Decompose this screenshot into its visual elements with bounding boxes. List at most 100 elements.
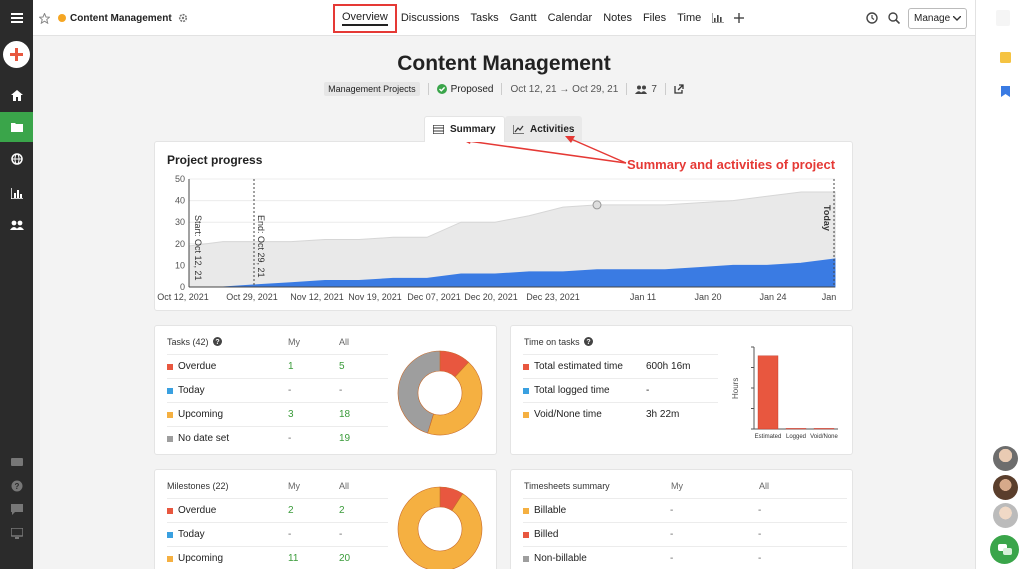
row-label: Upcoming	[178, 409, 224, 420]
row-my[interactable]: -	[288, 385, 292, 396]
clock-icon[interactable]	[866, 0, 878, 36]
people-icon[interactable]	[0, 210, 33, 240]
timesheets-row[interactable]: Non-billable - -	[523, 546, 847, 569]
tab-files[interactable]: Files	[642, 12, 667, 24]
row-label: Overdue	[178, 505, 217, 516]
search-icon[interactable]	[888, 0, 900, 36]
chat-bubble-button[interactable]	[990, 535, 1019, 564]
project-category-badge[interactable]: Management Projects	[324, 82, 420, 96]
team-avatar-2[interactable]	[993, 475, 1018, 500]
bar[interactable]	[757, 355, 779, 430]
projects-folder-icon[interactable]	[0, 112, 33, 142]
help-icon[interactable]: ?	[0, 471, 33, 501]
svg-text:?: ?	[215, 339, 219, 346]
milestones-row[interactable]: Today - -	[167, 522, 388, 546]
row-label: Void/None time	[534, 409, 602, 420]
row-all[interactable]: -	[758, 553, 762, 564]
row-all[interactable]: -	[339, 385, 343, 396]
row-my[interactable]: -	[670, 529, 674, 540]
timesheets-card: Timesheets summary My All Billable - - Bill…	[510, 469, 853, 569]
row-all[interactable]: -	[339, 529, 343, 540]
legend-swatch	[523, 507, 529, 514]
team-avatar-1[interactable]	[993, 446, 1018, 471]
row-my[interactable]: -	[288, 529, 292, 540]
add-tab-plus-icon[interactable]	[734, 13, 745, 23]
tasks-row[interactable]: Upcoming 3 18	[167, 402, 388, 426]
row-my[interactable]: -	[288, 433, 292, 444]
hamburger-menu-icon[interactable]	[0, 3, 33, 33]
row-label: No date set	[178, 433, 230, 444]
bar[interactable]	[785, 428, 807, 430]
x-tick-label: Jan 24	[759, 292, 786, 302]
bookmark-icon[interactable]	[1001, 86, 1010, 100]
timesheets-row[interactable]: Billed - -	[523, 522, 847, 546]
row-label: Today	[178, 529, 205, 540]
tab-tasks[interactable]: Tasks	[470, 12, 499, 24]
milestones-row[interactable]: Overdue 2 2	[167, 498, 388, 522]
help-icon[interactable]: ?	[213, 337, 223, 346]
tab-gantt[interactable]: Gantt	[509, 12, 537, 24]
create-new-button[interactable]	[3, 41, 30, 68]
manage-dropdown[interactable]: Manage	[908, 0, 967, 36]
time-row[interactable]: Total estimated time 600h 16m	[523, 354, 718, 378]
row-my[interactable]: 1	[288, 361, 294, 372]
row-my[interactable]: 11	[288, 553, 299, 564]
donut-slice[interactable]	[427, 361, 483, 436]
row-my[interactable]: -	[670, 553, 674, 564]
x-tick-label: Nov 12, 2021	[290, 292, 344, 302]
row-all[interactable]: 19	[339, 433, 351, 444]
sticky-note-icon[interactable]	[1000, 52, 1011, 66]
reports-chart-icon[interactable]	[0, 178, 33, 208]
tasks-row[interactable]: Today - -	[167, 378, 388, 402]
tasks-row[interactable]: Overdue 1 5	[167, 354, 388, 378]
monitor-icon[interactable]	[0, 518, 33, 548]
donut-slice[interactable]	[397, 486, 483, 569]
help-icon[interactable]: ?	[584, 337, 594, 346]
status-check-icon	[436, 84, 447, 94]
reports-tab-icon[interactable]	[712, 13, 725, 23]
time-bar-chart: Hours Estimated Logged Void/None	[731, 346, 839, 440]
x-tick-label: Jan	[822, 292, 837, 302]
project-dates[interactable]: Oct 12, 21 → Oct 29, 21	[510, 83, 619, 95]
project-status[interactable]: Proposed	[450, 83, 494, 95]
row-my[interactable]: 3	[288, 409, 294, 420]
row-all[interactable]: 2	[339, 505, 345, 516]
tab-calendar[interactable]: Calendar	[547, 12, 593, 24]
settings-gear-icon[interactable]	[178, 13, 188, 23]
favorite-star-icon[interactable]	[39, 0, 50, 36]
main-content: Content Management Management Projects P…	[33, 36, 975, 569]
row-all[interactable]: 18	[339, 409, 351, 420]
team-avatar-3[interactable]	[993, 503, 1018, 528]
hover-point[interactable]	[592, 200, 602, 210]
time-row[interactable]: Void/None time 3h 22m	[523, 402, 718, 426]
row-my[interactable]: -	[670, 505, 674, 516]
row-all[interactable]: 20	[339, 553, 351, 564]
scrollbar-thumb[interactable]	[996, 10, 1010, 26]
row-all[interactable]: -	[758, 505, 762, 516]
tab-summary[interactable]: Summary	[424, 116, 505, 142]
tab-overview[interactable]: Overview	[333, 3, 397, 33]
row-label: Billed	[534, 529, 559, 540]
tab-time[interactable]: Time	[677, 12, 702, 24]
row-all[interactable]: -	[758, 529, 762, 540]
tab-overview-label: Overview	[342, 11, 388, 26]
keyboard-icon[interactable]	[0, 447, 33, 477]
chat-icon[interactable]	[0, 494, 33, 524]
members-count[interactable]: 7	[651, 83, 657, 95]
tab-discussions[interactable]: Discussions	[400, 12, 460, 24]
row-all[interactable]: 5	[339, 361, 345, 372]
milestones-row[interactable]: Upcoming 11 20	[167, 546, 388, 569]
tasks-row[interactable]: No date set - 19	[167, 426, 388, 450]
globe-icon[interactable]	[0, 144, 33, 174]
time-row[interactable]: Total logged time -	[523, 378, 718, 402]
col-my: My	[288, 337, 300, 347]
y-tick-label: 30	[175, 217, 185, 227]
row-label: Upcoming	[178, 553, 224, 564]
donut-slice[interactable]	[397, 350, 441, 434]
home-icon[interactable]	[0, 80, 33, 110]
timesheets-row[interactable]: Billable - -	[523, 498, 847, 522]
tab-notes[interactable]: Notes	[603, 12, 632, 24]
external-link-icon[interactable]	[674, 84, 684, 94]
bar[interactable]	[813, 428, 835, 430]
row-my[interactable]: 2	[288, 505, 294, 516]
